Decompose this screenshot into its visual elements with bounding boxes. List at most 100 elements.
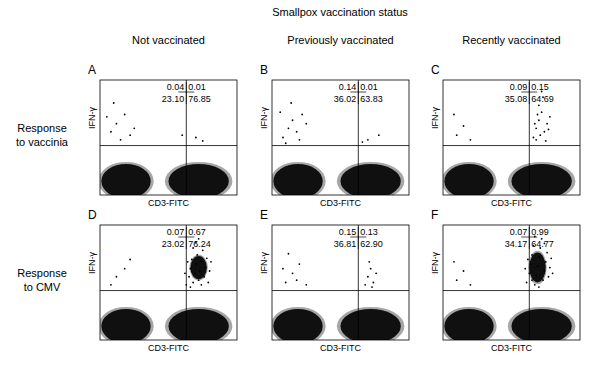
y-axis-label: IFN-γ: [259, 251, 269, 273]
event: [184, 272, 186, 274]
event: [537, 114, 539, 116]
quadrant-percent: 0.04: [167, 82, 185, 92]
y-axis-label: IFN-γ: [259, 106, 269, 128]
event: [290, 102, 292, 104]
event: [124, 114, 126, 116]
plot-frame: [100, 225, 237, 340]
title: Smallpox vaccination status: [272, 6, 408, 18]
cluster: [101, 164, 150, 195]
event: [299, 139, 301, 141]
panel: AIFN-γCD3-FITC0.040.0123.1076.85: [87, 63, 237, 208]
x-axis-label: CD3-FITC: [148, 343, 189, 353]
quadrant-percent: 0.09: [510, 82, 528, 92]
gate-line: [272, 290, 409, 291]
y-axis-label: IFN-γ: [430, 106, 440, 128]
quadrant-percent: 76.85: [188, 94, 211, 104]
plot-frame: [443, 225, 580, 340]
x-axis-label: CD3-FITC: [320, 198, 361, 208]
cluster: [169, 309, 229, 340]
panel-letter: B: [260, 63, 268, 77]
gate-line: [358, 80, 359, 195]
event: [550, 257, 552, 259]
event: [549, 116, 551, 118]
quadrant-cross: [529, 82, 530, 104]
plot-area: [100, 238, 232, 340]
quadrant-percent: 0.14: [339, 82, 357, 92]
quadrant-percent: 0.07: [167, 227, 185, 237]
panel: BIFN-γCD3-FITC0.140.0136.0263.83: [259, 63, 409, 208]
quadrant-cross: [529, 227, 530, 249]
quadrant-percent: 0.15: [339, 227, 357, 237]
event: [453, 261, 455, 263]
cluster: [190, 256, 206, 279]
cluster-halo: [165, 162, 233, 195]
event: [543, 270, 545, 272]
quadrant-percent: 23.02: [162, 239, 185, 249]
event: [534, 284, 536, 286]
event: [542, 279, 544, 281]
event: [362, 141, 364, 143]
event: [285, 282, 287, 284]
panel: CIFN-γCD3-FITC0.090.1535.0864.69: [430, 63, 580, 208]
panel: DIFN-γCD3-FITC0.070.6723.0276.24: [87, 208, 237, 353]
event: [209, 270, 211, 272]
cluster-halo: [189, 255, 207, 281]
event: [305, 123, 307, 125]
event: [548, 129, 550, 131]
quadrant-percent: 0.15: [531, 82, 549, 92]
event: [367, 139, 369, 141]
event: [282, 268, 284, 270]
event: [198, 279, 200, 281]
quadrant-percent: 34.17: [505, 239, 528, 249]
event: [116, 276, 118, 278]
cluster-halo: [165, 307, 233, 340]
event: [463, 125, 465, 127]
plot-area: [443, 91, 575, 195]
event: [368, 261, 370, 263]
event: [370, 268, 372, 270]
event: [541, 111, 543, 113]
x-axis-label: CD3-FITC: [320, 343, 361, 353]
quadrant-percent: 35.08: [505, 94, 528, 104]
quadrant-percent: 64.69: [531, 94, 554, 104]
event: [207, 282, 209, 284]
event: [524, 268, 526, 270]
panel: EIFN-γCD3-FITC0.150.1336.8162.90: [259, 208, 409, 353]
event: [299, 263, 301, 265]
event: [367, 276, 369, 278]
quadrant-percent: 0.01: [360, 82, 378, 92]
gate-line: [186, 225, 187, 340]
quadrant-cross: [358, 82, 359, 104]
gate-line: [100, 145, 237, 146]
cluster: [273, 164, 322, 195]
event: [206, 257, 208, 259]
x-axis-label: CD3-FITC: [491, 343, 532, 353]
event: [110, 131, 112, 133]
event: [288, 127, 290, 129]
row-label: Responseto vaccinia: [16, 122, 69, 148]
event: [292, 272, 294, 274]
event: [129, 259, 131, 261]
event: [116, 123, 118, 125]
event: [535, 127, 537, 129]
quadrant-percent: 63.83: [360, 94, 383, 104]
cluster: [341, 309, 401, 340]
event: [470, 139, 472, 141]
event: [106, 116, 108, 118]
quadrant-percent: 0.01: [188, 82, 206, 92]
event: [538, 286, 540, 288]
panel-letter: F: [431, 208, 438, 222]
event: [552, 272, 554, 274]
x-axis-label: CD3-FITC: [491, 198, 532, 208]
plot-frame: [272, 225, 409, 340]
gate-line: [272, 145, 409, 146]
cluster-halo: [272, 162, 326, 195]
quadrant-percent: 0.67: [188, 227, 206, 237]
quadrant-percent: 36.81: [334, 239, 357, 249]
event: [205, 267, 207, 269]
cluster: [529, 253, 545, 283]
cluster: [273, 309, 322, 340]
quadrant-percent: 64.77: [531, 239, 554, 249]
event: [195, 137, 197, 139]
gate-line: [100, 290, 237, 291]
